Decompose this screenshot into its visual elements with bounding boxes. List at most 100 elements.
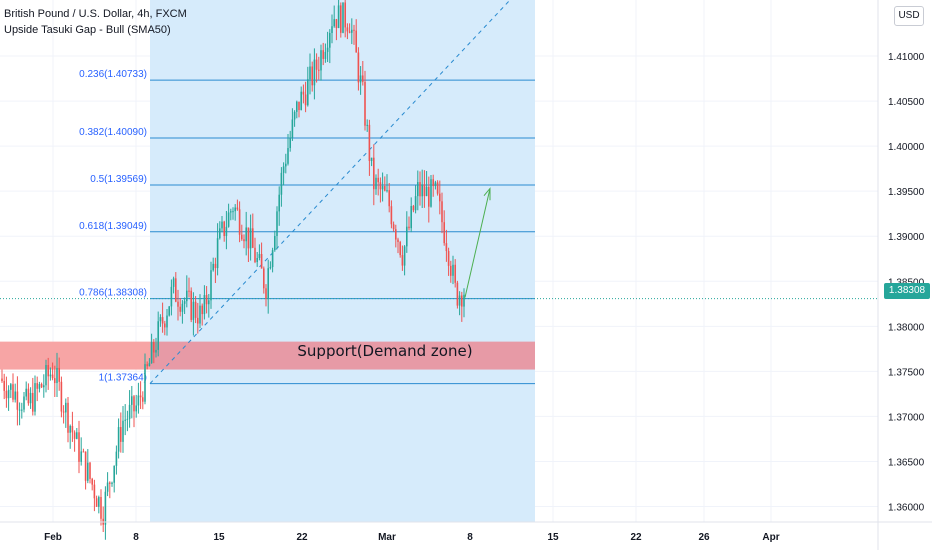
candle-body [201, 305, 203, 315]
x-tick-label: 26 [698, 532, 710, 543]
candle-body [414, 196, 417, 211]
candle-body [166, 315, 168, 328]
candle-body [337, 5, 340, 29]
candle-body [366, 124, 368, 126]
candle-body [368, 124, 371, 161]
candle-body [87, 462, 89, 481]
candle-body [71, 425, 74, 433]
candle-body [282, 166, 285, 173]
x-tick-label: Feb [44, 532, 62, 543]
candle-body [115, 451, 118, 466]
candle-body [161, 317, 164, 324]
candle-body [265, 288, 267, 299]
candle-body [89, 462, 91, 479]
candle-body [69, 425, 71, 433]
candle-body [447, 251, 450, 266]
y-tick-label: 1.37000 [888, 412, 925, 423]
candle-body [16, 391, 19, 410]
candle-body [95, 498, 98, 507]
candle-body [241, 234, 243, 240]
candle-body [212, 263, 214, 271]
candle-body [177, 301, 179, 307]
candle-body [285, 163, 287, 167]
candle-body [219, 228, 221, 239]
candle-body [342, 2, 344, 33]
candle-body [304, 94, 307, 106]
candle-body [401, 255, 404, 266]
candle-body [436, 182, 439, 194]
candle-body [139, 395, 142, 398]
candle-body [318, 69, 320, 71]
y-tick-label: 1.39000 [888, 232, 925, 243]
candle-body [113, 465, 115, 483]
y-tick-label: 1.36000 [888, 502, 925, 513]
candle-body [432, 179, 434, 187]
candle-body [122, 420, 124, 442]
candle-body [210, 270, 212, 301]
candle-body [25, 388, 27, 397]
candle-body [148, 363, 151, 367]
candle-body [3, 380, 5, 391]
candle-body [359, 75, 362, 83]
candle-body [419, 182, 421, 197]
candle-body [322, 50, 324, 59]
candle-body [456, 282, 459, 306]
candle-body [117, 427, 120, 452]
x-tick-label: 22 [630, 532, 642, 543]
candle-body [381, 186, 384, 190]
candle-body [45, 365, 47, 386]
candle-body [399, 241, 401, 256]
projection-arrowhead [483, 187, 491, 201]
candle-body [254, 247, 256, 263]
candles [1, 0, 465, 540]
candle-body [344, 2, 346, 28]
candle-body [80, 451, 82, 462]
y-tick-label: 1.38500 [888, 277, 925, 288]
candle-body [256, 257, 258, 263]
x-tick-label: Apr [762, 532, 779, 543]
candle-body [263, 268, 265, 289]
candle-body [425, 186, 428, 197]
fib-label: 0.5(1.39569) [90, 174, 147, 185]
y-tick-label: 1.38000 [888, 322, 925, 333]
candle-body [208, 300, 210, 305]
candle-body [146, 364, 148, 367]
candle-body [423, 184, 426, 197]
candle-body [1, 378, 3, 381]
candle-body [269, 267, 272, 269]
candle-body [313, 59, 316, 86]
candle-body [392, 224, 395, 230]
candle-body [181, 303, 184, 312]
candle-body [370, 157, 373, 161]
candle-body [375, 177, 377, 190]
candle-body [276, 211, 278, 236]
candle-body [333, 19, 335, 27]
candle-body [377, 177, 379, 183]
candle-body [168, 306, 170, 316]
candle-body [443, 222, 445, 244]
candle-body [98, 496, 100, 507]
candle-body [18, 409, 21, 411]
y-tick-label: 1.37500 [888, 367, 925, 378]
candle-body [23, 396, 25, 410]
candle-body [14, 391, 16, 400]
candle-body [388, 190, 390, 207]
candle-body [410, 206, 412, 229]
candle-body [91, 478, 93, 485]
candle-body [225, 226, 228, 237]
candle-body [439, 193, 441, 202]
candle-body [62, 411, 65, 413]
candle-body [56, 367, 58, 384]
candle-body [111, 482, 113, 484]
candle-body [34, 383, 36, 412]
candle-body [234, 207, 236, 212]
candle-body [236, 207, 239, 210]
candle-body [186, 290, 188, 302]
candle-body [430, 179, 432, 207]
candle-body [450, 265, 452, 276]
demand-zone-left [0, 341, 150, 370]
candle-body [164, 323, 166, 328]
currency-button[interactable]: USD [894, 6, 924, 26]
